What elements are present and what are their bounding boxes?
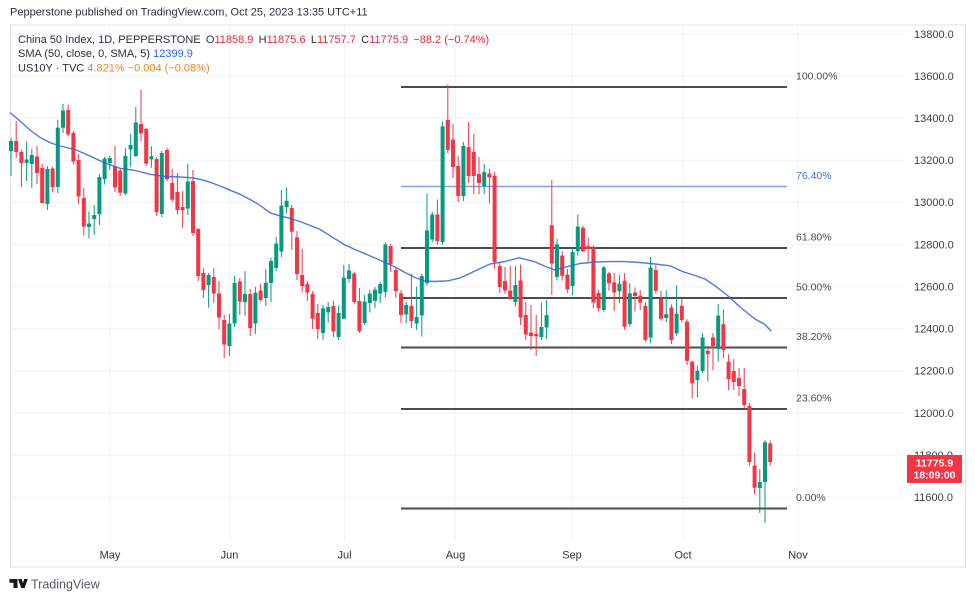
svg-text:12800.0: 12800.0	[914, 239, 954, 251]
svg-text:China 50 Index, 1D, PEPPERSTON: China 50 Index, 1D, PEPPERSTONE O11858.9…	[18, 34, 489, 46]
svg-text:11600.0: 11600.0	[914, 492, 953, 504]
svg-text:12000.0: 12000.0	[914, 408, 954, 420]
svg-text:13600.0: 13600.0	[914, 71, 954, 83]
svg-text:12600.0: 12600.0	[914, 281, 954, 293]
svg-text:38.20%: 38.20%	[796, 331, 832, 343]
svg-text:Jul: Jul	[337, 550, 351, 562]
svg-text:Nov: Nov	[788, 550, 808, 562]
svg-text:Pepperstone published on Tradi: Pepperstone published on TradingView.com…	[10, 7, 368, 19]
svg-text:Jun: Jun	[221, 550, 239, 562]
svg-text:US10Y · TVC 4.821% −0.004 (−0: US10Y · TVC 4.821% −0.004 (−0.08%)	[18, 63, 210, 75]
svg-text:0.00%: 0.00%	[796, 492, 826, 504]
svg-text:TradingView: TradingView	[31, 578, 101, 592]
svg-text:12200.0: 12200.0	[914, 366, 954, 378]
svg-text:Oct: Oct	[674, 550, 691, 562]
svg-text:13400.0: 13400.0	[914, 113, 954, 125]
svg-text:50.00%: 50.00%	[796, 282, 832, 294]
svg-text:13800.0: 13800.0	[914, 29, 954, 41]
svg-text:11775.9: 11775.9	[916, 458, 954, 470]
svg-text:12400.0: 12400.0	[914, 324, 954, 336]
svg-text:13200.0: 13200.0	[914, 155, 954, 167]
svg-text:76.40%: 76.40%	[796, 170, 832, 182]
svg-text:Aug: Aug	[446, 550, 466, 562]
svg-text:SMA (50, close, 0, SMA, 5) 123: SMA (50, close, 0, SMA, 5) 12399.9	[18, 48, 193, 60]
svg-text:18:09:00: 18:09:00	[913, 470, 955, 482]
svg-text:61.80%: 61.80%	[796, 232, 832, 244]
svg-text:Sep: Sep	[562, 550, 582, 562]
svg-text:100.00%: 100.00%	[796, 71, 837, 83]
svg-text:13000.0: 13000.0	[914, 197, 954, 209]
svg-text:May: May	[100, 550, 121, 562]
svg-text:23.60%: 23.60%	[796, 393, 832, 405]
